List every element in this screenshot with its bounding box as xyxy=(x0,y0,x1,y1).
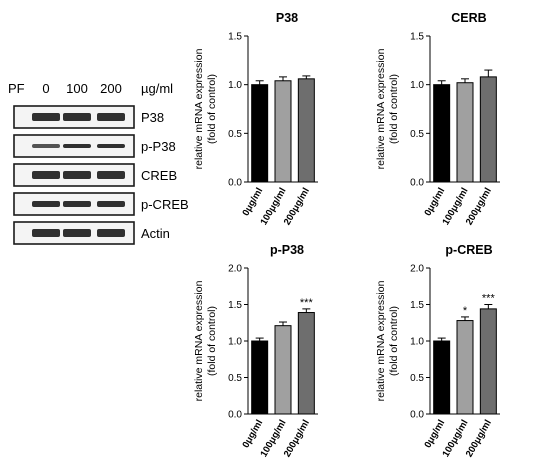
significance-marker: *** xyxy=(300,297,314,309)
error-bar xyxy=(484,69,493,77)
dose-label-0: 0 xyxy=(42,81,49,96)
y-tick-label: 0.0 xyxy=(410,410,424,421)
bar-200-g-ml xyxy=(297,78,315,183)
y-axis-label: (fold of control) xyxy=(388,306,400,376)
blot-band xyxy=(32,144,60,148)
y-tick-label: 0.0 xyxy=(228,178,242,189)
pf-label: PF xyxy=(8,81,25,96)
blot-band xyxy=(63,229,91,237)
y-axis-label: (fold of control) xyxy=(388,74,400,144)
chart-title: p-P38 xyxy=(270,243,304,257)
blot-band xyxy=(63,201,91,207)
error-bar xyxy=(461,316,469,321)
band-label-p38: P38 xyxy=(141,110,164,125)
dose-label-200: 200 xyxy=(100,81,122,96)
blot-band xyxy=(97,229,125,237)
error-bar xyxy=(255,80,264,85)
y-tick-label: 1.0 xyxy=(228,80,242,91)
blot-band xyxy=(97,201,125,207)
x-tick-label: 0μg/ml xyxy=(422,186,447,218)
y-tick-label: 2.0 xyxy=(228,264,242,275)
x-tick-label: 0μg/ml xyxy=(240,186,265,218)
bar-100-g-ml xyxy=(274,325,292,415)
chart-title: P38 xyxy=(276,11,298,25)
error-bar xyxy=(279,76,287,81)
x-tick-label: 0μg/ml xyxy=(240,418,265,450)
chart-title: CERB xyxy=(451,11,486,25)
blot-band xyxy=(32,171,60,179)
chart-title: p-CREB xyxy=(445,243,492,257)
y-axis-label: relative mRNA expression xyxy=(193,48,205,169)
error-bar xyxy=(302,75,311,79)
bar-0-g-ml xyxy=(251,340,269,415)
y-tick-label: 1.0 xyxy=(228,337,242,348)
blot-band-labels: P38 p-P38 CREB p-CREB Actin xyxy=(141,110,189,241)
blot-strip-p-creb xyxy=(13,192,135,216)
blot-strip-p38 xyxy=(13,105,135,129)
bar-0-g-ml xyxy=(251,84,269,183)
error-bar xyxy=(437,80,446,85)
bar-0-g-ml xyxy=(433,84,451,183)
y-tick-label: 0.5 xyxy=(410,373,424,384)
error-bar xyxy=(255,337,264,341)
bar-200-g-ml xyxy=(297,312,315,415)
y-axis-label: relative mRNA expression xyxy=(375,48,387,169)
y-axis-label: relative mRNA expression xyxy=(375,280,387,401)
y-tick-label: 1.5 xyxy=(410,32,424,43)
band-label-p-creb: p-CREB xyxy=(141,197,189,212)
blot-band xyxy=(97,171,125,179)
y-tick-label: 1.5 xyxy=(410,300,424,311)
western-blot-panel: PF 0 100 200 µg/ml P38 p-P38 CREB p-CREB… xyxy=(8,81,189,245)
y-axis-label: (fold of control) xyxy=(206,74,218,144)
band-label-actin: Actin xyxy=(141,226,170,241)
error-bar xyxy=(437,337,446,341)
bar-chart-p-creb: p-CREB relative mRNA expression (fold of c… xyxy=(375,243,500,459)
bar-0-g-ml xyxy=(433,340,451,415)
error-bar xyxy=(302,308,311,313)
y-tick-label: 0.5 xyxy=(410,129,424,140)
blot-band xyxy=(63,171,91,179)
dose-unit-label: µg/ml xyxy=(141,81,173,96)
blot-strip-actin xyxy=(13,221,135,245)
y-tick-label: 1.5 xyxy=(228,300,242,311)
error-bar xyxy=(279,321,287,326)
band-label-p-p38: p-P38 xyxy=(141,139,176,154)
blot-strips xyxy=(13,105,135,245)
blot-strip-creb xyxy=(13,163,135,187)
y-tick-label: 1.0 xyxy=(410,80,424,91)
blot-band xyxy=(97,144,125,148)
dose-label-100: 100 xyxy=(66,81,88,96)
significance-marker: *** xyxy=(482,293,496,305)
blot-band xyxy=(32,201,60,207)
bar-chart-p-p38: p-P38 relative mRNA expression (fold of co… xyxy=(193,243,318,459)
blot-band xyxy=(97,113,125,121)
y-tick-label: 2.0 xyxy=(410,264,424,275)
bar-chart-cerb: CERB relative mRNA expression (fold of con… xyxy=(375,11,500,227)
error-bar xyxy=(484,304,493,309)
bar-100-g-ml xyxy=(456,82,474,183)
y-tick-label: 0.0 xyxy=(228,410,242,421)
bar-chart-p38: P38 relative mRNA expression (fold of cont… xyxy=(193,11,318,227)
bar-100-g-ml xyxy=(274,80,292,183)
blot-band xyxy=(32,113,60,121)
error-bar xyxy=(461,78,469,83)
y-axis-label: relative mRNA expression xyxy=(193,280,205,401)
bar-200-g-ml xyxy=(479,76,497,183)
y-tick-label: 0.0 xyxy=(410,178,424,189)
y-tick-label: 1.0 xyxy=(410,337,424,348)
blot-strip-p-p38 xyxy=(13,134,135,158)
x-tick-label: 0μg/ml xyxy=(422,418,447,450)
bar-200-g-ml xyxy=(479,308,497,415)
y-axis-label: (fold of control) xyxy=(206,306,218,376)
band-label-creb: CREB xyxy=(141,168,177,183)
significance-marker: * xyxy=(463,305,468,317)
blot-band xyxy=(63,144,91,148)
blot-band xyxy=(63,113,91,121)
blot-band xyxy=(32,229,60,237)
y-tick-label: 0.5 xyxy=(228,129,242,140)
y-tick-label: 0.5 xyxy=(228,373,242,384)
y-tick-label: 1.5 xyxy=(228,32,242,43)
bar-100-g-ml xyxy=(456,320,474,415)
